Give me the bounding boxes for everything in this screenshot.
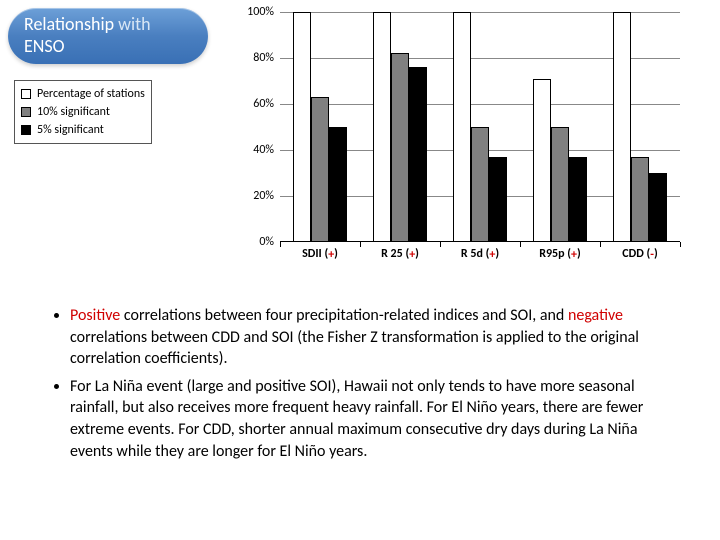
chart-y-tick-label: 60% — [230, 97, 274, 111]
chart-legend: Percentage of stations10% significant5% … — [14, 80, 152, 144]
chart-x-tick — [680, 242, 681, 247]
chart-x-label: R95p (+) — [539, 247, 581, 261]
chart-plot-area: 0%20%40%60%80%100% — [280, 12, 680, 242]
chart-x-tick — [520, 242, 521, 247]
chart-y-tick-label: 40% — [230, 143, 274, 157]
bullet-item: Positive correlations between four preci… — [70, 305, 670, 370]
chart-y-tick-label: 100% — [230, 5, 274, 19]
bullet-list: Positive correlations between four preci… — [70, 305, 670, 468]
legend-swatch — [21, 89, 31, 99]
legend-label: 5% significant — [37, 121, 104, 139]
chart-bar — [329, 127, 347, 242]
chart-x-tick — [440, 242, 441, 247]
chart-x-tick — [600, 242, 601, 247]
legend-item: 10% significant — [21, 103, 145, 121]
chart-x-label: SDII (+) — [302, 247, 338, 261]
chart-bar — [471, 127, 489, 242]
chart-x-label-sign: (-) — [647, 247, 658, 261]
chart-bar — [409, 67, 427, 242]
chart-x-label-sign: (+) — [567, 247, 580, 261]
chart-bar — [391, 53, 409, 242]
bullet-text: correlations between CDD and SOI (the Fi… — [70, 328, 639, 369]
bullet-emphasis: Positive — [70, 306, 120, 325]
chart-bar — [533, 79, 551, 242]
title-main: Relationship — [24, 13, 114, 35]
chart-x-label: R 25 (+) — [381, 247, 419, 261]
legend-label: Percentage of stations — [37, 85, 145, 103]
chart-x-label-sign: (+) — [324, 247, 337, 261]
chart-x-label-text: CDD — [622, 247, 646, 261]
chart-bar — [489, 157, 507, 242]
bullet-text: correlations between four precipitation-… — [120, 306, 568, 325]
chart-bar — [293, 12, 311, 242]
chart-x-label: CDD (-) — [622, 247, 657, 261]
legend-swatch — [21, 107, 31, 117]
chart-bar — [649, 173, 667, 242]
chart-x-label: R 5d (+) — [461, 247, 499, 261]
legend-item: 5% significant — [21, 121, 145, 139]
chart-bar — [311, 97, 329, 242]
bullet-item: For La Niña event (large and positive SO… — [70, 376, 670, 462]
chart-bar — [551, 127, 569, 242]
chart-y-tick-label: 80% — [230, 51, 274, 65]
bullet-text: For La Niña event (large and positive SO… — [70, 377, 643, 461]
chart-x-label-text: R 25 — [381, 247, 405, 261]
chart-x-label-sign: (+) — [486, 247, 499, 261]
chart-bar — [453, 12, 471, 242]
legend-label: 10% significant — [37, 103, 110, 121]
slide-title-badge: Relationship with ENSO — [8, 8, 208, 64]
chart-x-label-text: R95p — [539, 247, 567, 261]
chart-y-tick-label: 20% — [230, 189, 274, 203]
chart-x-label-text: R 5d — [461, 247, 486, 261]
chart-bar — [569, 157, 587, 242]
title-sub: ENSO — [24, 36, 151, 58]
title-with: with — [118, 13, 150, 35]
chart-bar — [373, 12, 391, 242]
legend-swatch — [21, 125, 31, 135]
chart-y-tick-label: 0% — [230, 235, 274, 249]
chart-x-label-text: SDII — [302, 247, 324, 261]
chart-bar — [613, 12, 631, 242]
chart-bar — [631, 157, 649, 242]
legend-item: Percentage of stations — [21, 85, 145, 103]
bar-chart: 0%20%40%60%80%100% SDII (+)R 25 (+)R 5d … — [230, 12, 700, 272]
chart-x-label-sign: (+) — [405, 247, 418, 261]
chart-x-tick — [360, 242, 361, 247]
chart-x-tick — [280, 242, 281, 247]
bullet-emphasis: negative — [568, 306, 623, 325]
